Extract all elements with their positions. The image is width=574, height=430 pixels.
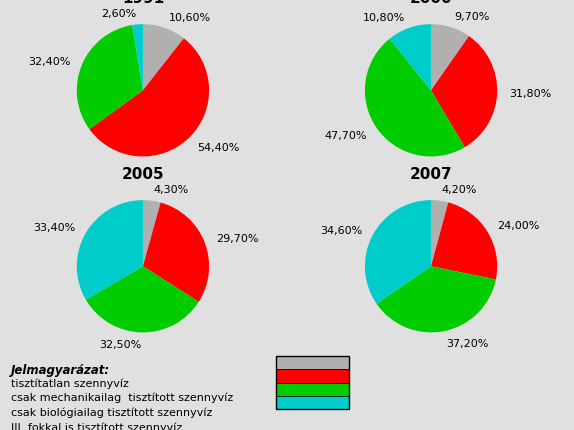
Bar — [276, 356, 349, 409]
Bar — [276, 370, 349, 383]
Wedge shape — [143, 25, 184, 91]
Text: 10,60%: 10,60% — [168, 12, 211, 22]
Wedge shape — [431, 37, 497, 148]
Text: tisztítatlan szennyvíz: tisztítatlan szennyvíz — [11, 378, 129, 388]
Text: csak biológiailag tisztított szennyvíz: csak biológiailag tisztított szennyvíz — [11, 406, 213, 417]
Text: 4,30%: 4,30% — [153, 184, 189, 194]
Text: 2,60%: 2,60% — [102, 9, 137, 18]
Wedge shape — [377, 267, 496, 333]
Wedge shape — [365, 201, 431, 304]
Title: 2007: 2007 — [410, 167, 452, 181]
Wedge shape — [143, 203, 209, 302]
Text: 9,70%: 9,70% — [455, 12, 490, 22]
Title: 2000: 2000 — [410, 0, 452, 6]
Wedge shape — [77, 26, 143, 130]
Text: 32,50%: 32,50% — [99, 340, 141, 350]
Wedge shape — [431, 25, 469, 91]
Wedge shape — [431, 203, 497, 280]
Text: 4,20%: 4,20% — [441, 184, 476, 194]
Text: 29,70%: 29,70% — [216, 234, 258, 244]
Wedge shape — [90, 39, 209, 157]
Wedge shape — [77, 201, 143, 300]
Bar — [276, 396, 349, 409]
Bar — [276, 356, 349, 370]
Text: 32,40%: 32,40% — [28, 56, 71, 67]
Bar — [276, 383, 349, 396]
Wedge shape — [390, 25, 431, 91]
Wedge shape — [143, 201, 161, 267]
Wedge shape — [86, 267, 199, 333]
Wedge shape — [365, 40, 465, 157]
Text: 34,60%: 34,60% — [320, 225, 362, 235]
Text: 31,80%: 31,80% — [509, 89, 551, 99]
Text: Jelmagyarázat:: Jelmagyarázat: — [11, 363, 110, 376]
Text: 24,00%: 24,00% — [498, 221, 540, 231]
Text: 37,20%: 37,20% — [447, 338, 489, 348]
Text: 10,80%: 10,80% — [363, 12, 405, 23]
Text: III. fokkal is tisztított szennyvíz: III. fokkal is tisztított szennyvíz — [11, 421, 183, 430]
Wedge shape — [132, 25, 143, 91]
Title: 2005: 2005 — [122, 167, 164, 181]
Text: 54,40%: 54,40% — [197, 142, 239, 152]
Wedge shape — [431, 201, 448, 267]
Text: 33,40%: 33,40% — [33, 223, 75, 233]
Text: 47,70%: 47,70% — [324, 130, 367, 141]
Title: 1991: 1991 — [122, 0, 164, 6]
Text: csak mechanikailag  tisztított szennyvíz: csak mechanikailag tisztított szennyvíz — [11, 392, 234, 402]
